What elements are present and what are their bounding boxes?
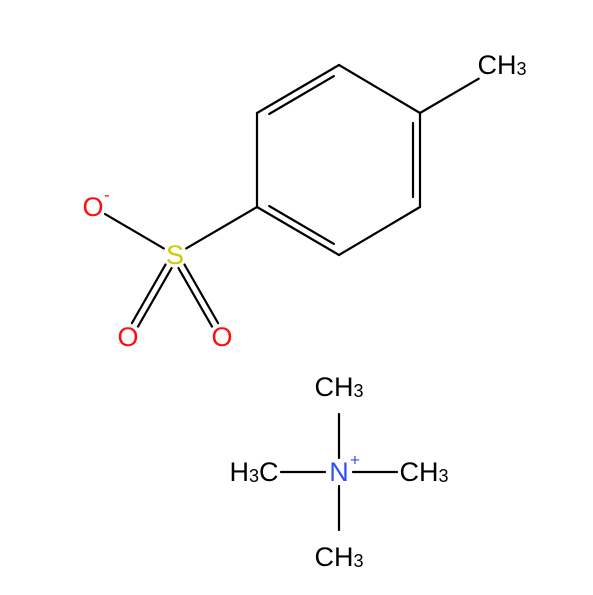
svg-text:CH3: CH3 (477, 50, 526, 80)
svg-text:+: + (350, 451, 360, 470)
atom-label: N+ (329, 451, 360, 488)
tosylate-anion: CH3SO-OO (82, 50, 526, 352)
atom-label: O (211, 322, 232, 352)
atom-label: O- (82, 186, 109, 223)
svg-text:S: S (166, 240, 184, 270)
svg-text:O: O (117, 322, 138, 352)
svg-text:CH3: CH3 (314, 542, 363, 572)
atom-label: CH3 (314, 542, 363, 572)
tetramethylammonium-cation: N+ CH3 CH3 CH3 H3C (229, 372, 448, 572)
svg-text:-: - (104, 186, 110, 205)
svg-text:H3C: H3C (229, 457, 278, 487)
svg-text:O: O (82, 192, 103, 222)
atom-label: CH3 (314, 372, 363, 402)
atom-label: CH3 (477, 50, 526, 80)
svg-text:CH3: CH3 (399, 457, 448, 487)
svg-text:O: O (211, 322, 232, 352)
atom-label: S (166, 240, 184, 270)
svg-text:N: N (329, 457, 349, 487)
molecule-diagram: CH3SO-OON+CH3CH3CH3H3C (0, 0, 593, 595)
atom-label: CH3 (399, 457, 448, 487)
svg-text:CH3: CH3 (314, 372, 363, 402)
atom-label: H3C (229, 457, 278, 487)
atom-label: O (117, 322, 138, 352)
